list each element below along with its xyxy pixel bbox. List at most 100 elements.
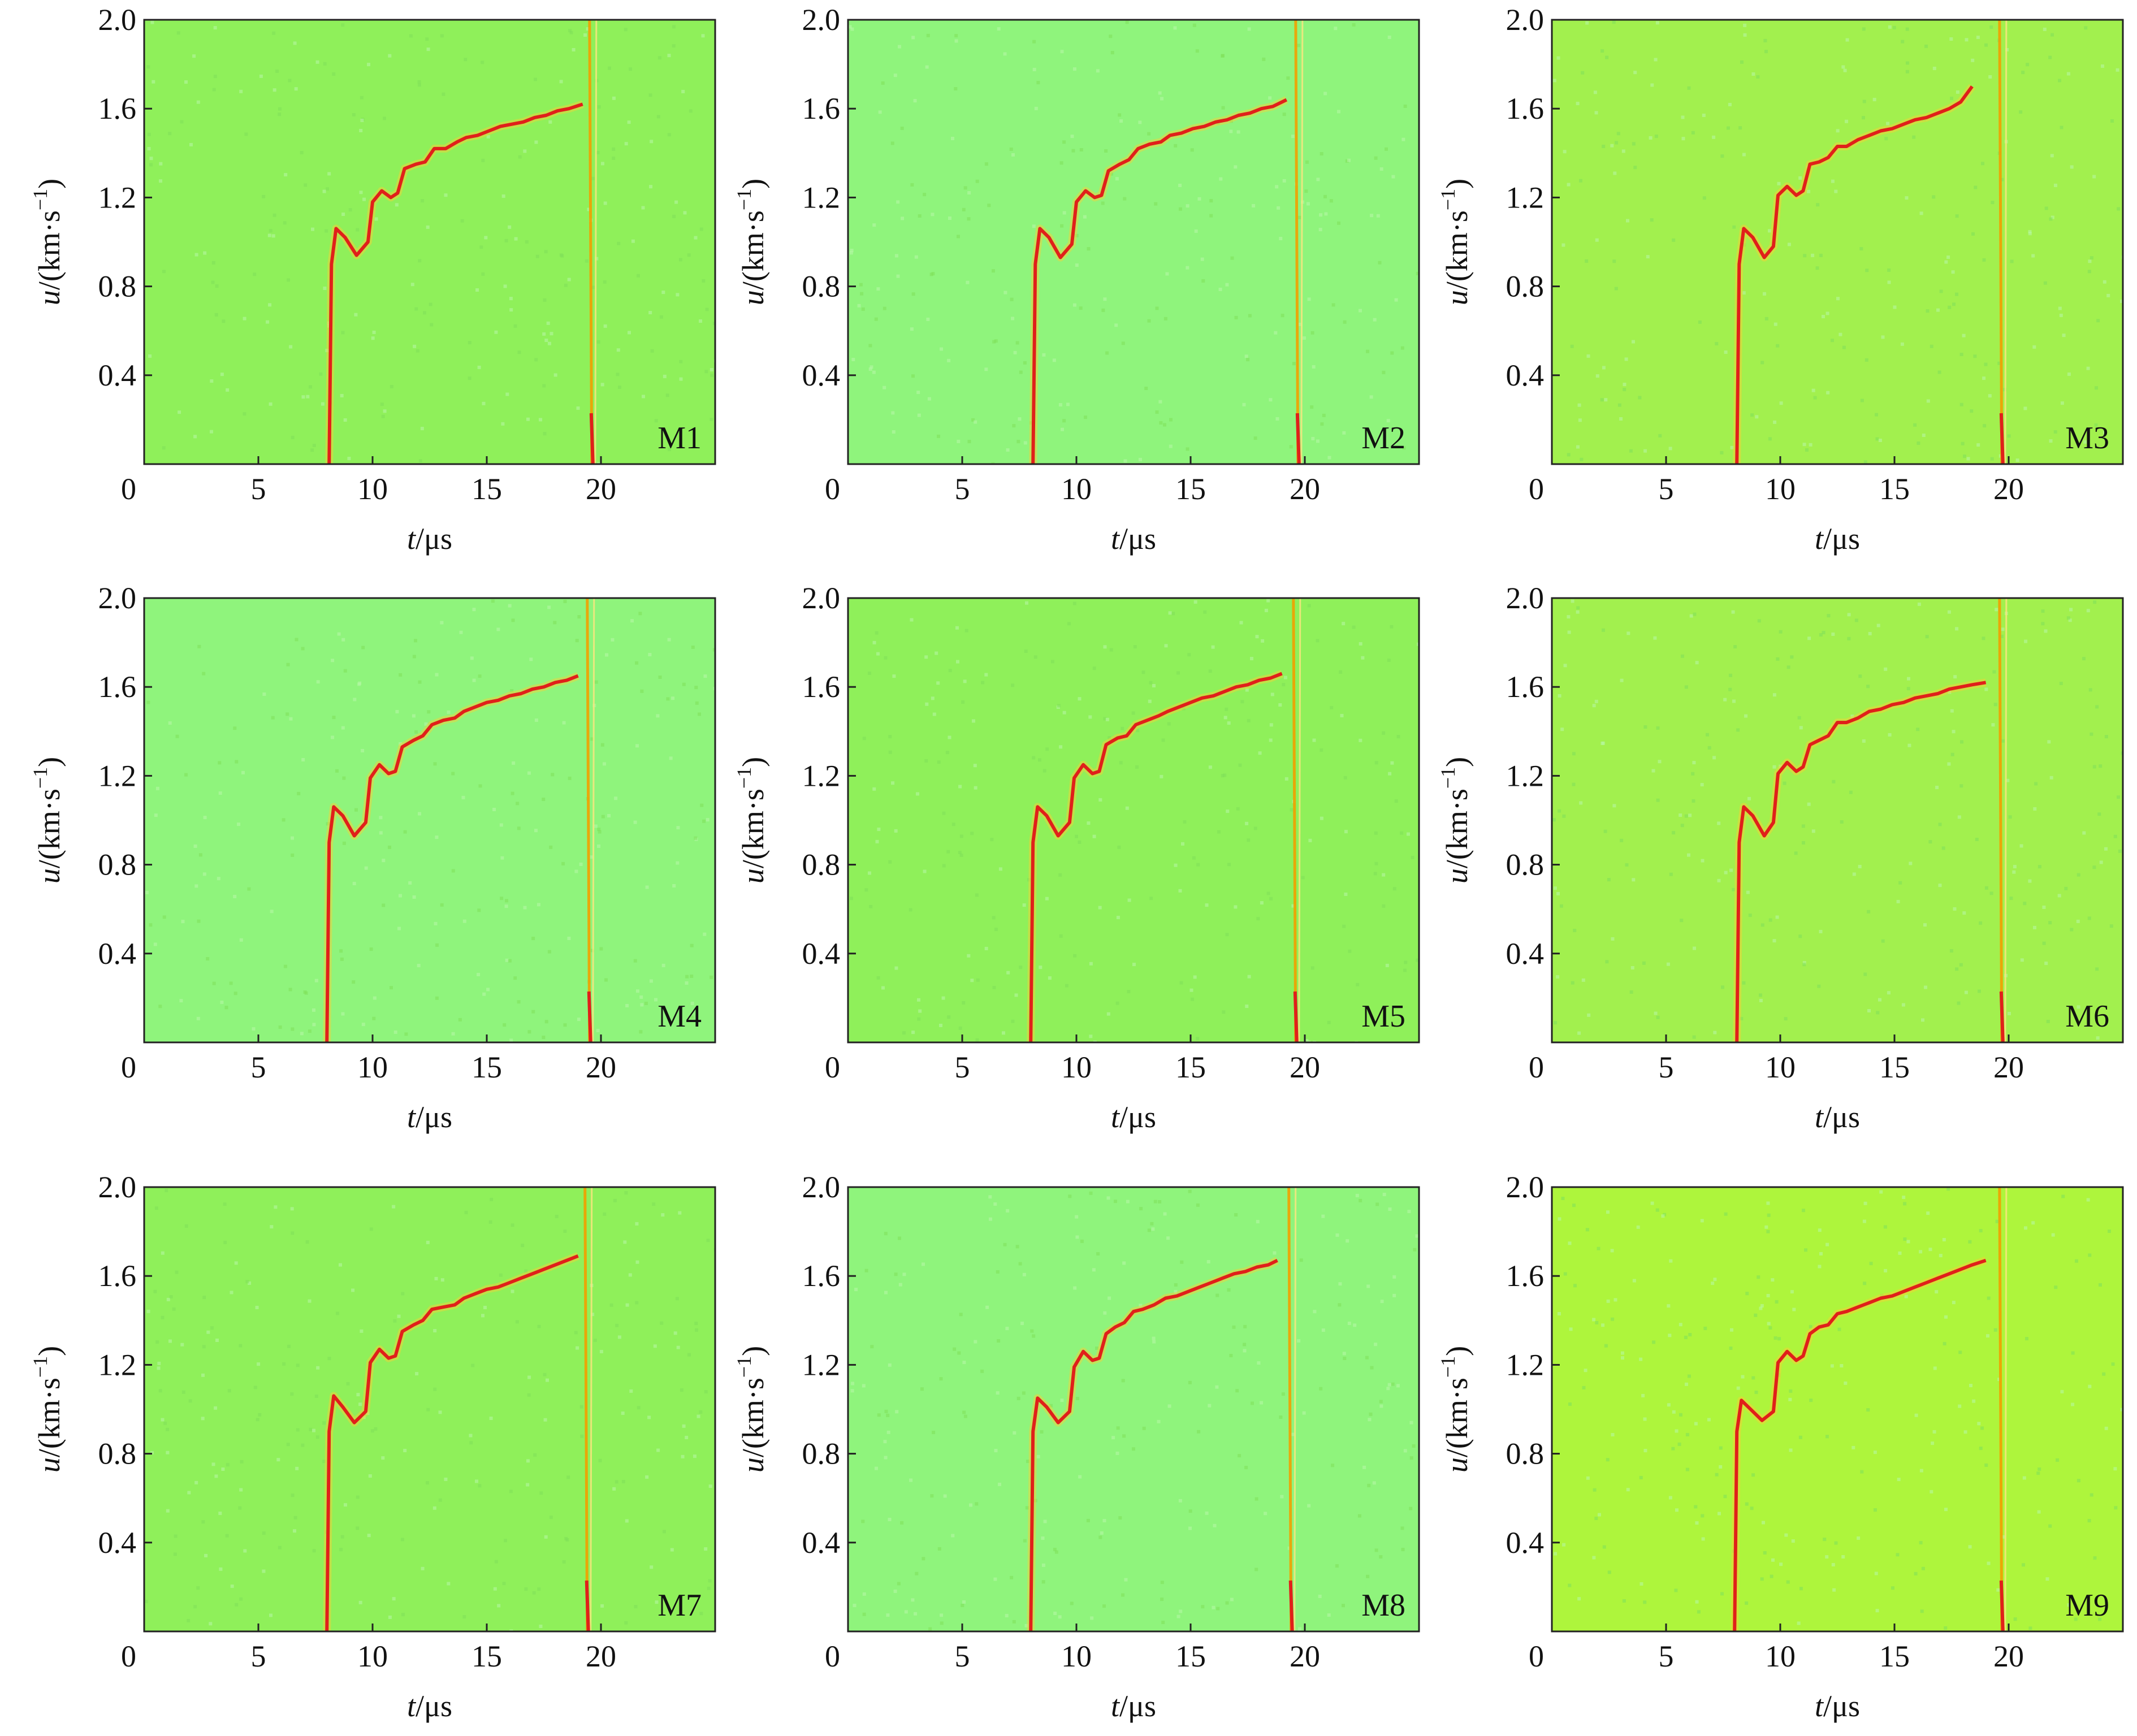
y-axis-unit: /(km·s — [736, 1378, 770, 1457]
noise-dot — [877, 1413, 881, 1417]
noise-dot — [1279, 1415, 1283, 1419]
noise-dot — [346, 1382, 350, 1386]
noise-dot — [1252, 204, 1256, 207]
noise-dot — [512, 761, 516, 765]
noise-dot — [1949, 949, 1953, 953]
noise-dot — [403, 1449, 407, 1452]
panel-background — [848, 20, 1419, 464]
noise-dot — [1878, 439, 1882, 442]
noise-dot — [315, 1435, 319, 1439]
noise-dot — [1400, 346, 1404, 350]
noise-dot — [1147, 1228, 1151, 1232]
noise-dot — [1601, 1323, 1605, 1327]
noise-dot — [1906, 1240, 1910, 1244]
noise-dot — [1316, 439, 1320, 443]
noise-dot — [1339, 670, 1343, 674]
noise-dot — [1208, 1404, 1212, 1408]
x-axis-label: t/μs — [1111, 1689, 1156, 1723]
noise-dot — [575, 639, 579, 643]
noise-dot — [850, 1389, 854, 1393]
noise-dot — [970, 979, 974, 982]
noise-dot — [418, 259, 422, 263]
y-axis-unit: /(km·s — [32, 789, 66, 868]
noise-dot — [654, 998, 657, 1002]
noise-dot — [2008, 1012, 2011, 1015]
noise-dot — [278, 112, 282, 116]
noise-dot — [2049, 776, 2053, 780]
noise-dot — [1152, 684, 1156, 687]
noise-dot — [1075, 834, 1078, 838]
noise-dot — [1724, 871, 1728, 875]
x-axis-unit: /μs — [1119, 1100, 1156, 1134]
noise-dot — [1613, 171, 1617, 175]
noise-dot — [1949, 37, 1953, 41]
noise-dot — [1964, 990, 1968, 994]
noise-dot — [1728, 687, 1732, 691]
noise-dot — [230, 1585, 234, 1588]
noise-dot — [1254, 1497, 1258, 1501]
noise-dot — [1121, 1379, 1125, 1383]
noise-dot — [2036, 1471, 2040, 1475]
noise-dot — [1831, 632, 1835, 636]
noise-dot — [533, 1453, 537, 1457]
noise-dot — [1060, 224, 1064, 228]
noise-dot — [1299, 1258, 1303, 1262]
noise-dot — [633, 959, 637, 963]
noise-dot — [1826, 391, 1830, 395]
noise-dot — [1319, 213, 1323, 217]
noise-dot — [1245, 821, 1249, 825]
noise-dot — [984, 673, 988, 677]
noise-dot — [911, 374, 915, 378]
noise-dot — [1335, 1233, 1339, 1237]
noise-dot — [1108, 736, 1111, 740]
noise-dot — [1643, 1417, 1647, 1421]
noise-dot — [201, 1373, 205, 1377]
noise-dot — [1745, 1502, 1749, 1506]
noise-dot — [895, 1410, 899, 1414]
noise-dot — [973, 764, 977, 768]
noise-dot — [1926, 1211, 1930, 1215]
noise-dot — [1717, 821, 1721, 825]
y-axis-variable: u — [1440, 1457, 1474, 1473]
noise-dot — [1236, 807, 1240, 811]
noise-dot — [1342, 1604, 1345, 1608]
release-jump-base — [1295, 413, 1301, 464]
noise-dot — [925, 65, 929, 69]
noise-dot — [1692, 799, 1695, 803]
noise-dot — [1805, 448, 1809, 452]
noise-dot — [1379, 1404, 1383, 1408]
noise-dot — [477, 973, 481, 976]
noise-dot — [851, 1382, 855, 1386]
noise-dot — [1732, 699, 1736, 703]
noise-dot — [1171, 612, 1175, 616]
y-axis-unit-close: ) — [32, 757, 66, 767]
noise-dot — [1617, 403, 1621, 407]
noise-dot — [1149, 897, 1153, 901]
noise-dot — [481, 158, 485, 162]
noise-dot — [1990, 457, 1994, 461]
noise-dot — [1876, 1011, 1880, 1015]
noise-dot — [489, 1417, 493, 1420]
noise-dot — [1995, 1219, 1999, 1223]
noise-dot — [233, 726, 237, 730]
noise-dot — [1838, 332, 1842, 336]
noise-dot — [1957, 815, 1961, 819]
noise-dot — [161, 1418, 165, 1422]
noise-dot — [511, 791, 514, 795]
noise-dot — [1155, 410, 1159, 414]
noise-dot — [412, 714, 416, 718]
noise-dot — [1724, 350, 1728, 354]
noise-dot — [237, 822, 240, 826]
noise-dot — [974, 786, 977, 790]
noise-dot — [967, 440, 971, 444]
noise-dot — [605, 653, 608, 657]
x-axis-unit: /μs — [416, 1100, 452, 1134]
noise-dot — [1053, 1612, 1057, 1615]
noise-dot — [932, 712, 936, 716]
noise-dot — [539, 1625, 543, 1628]
noise-dot — [888, 1363, 892, 1367]
noise-dot — [288, 79, 292, 83]
noise-dot — [337, 632, 341, 636]
noise-dot — [1274, 331, 1278, 335]
noise-dot — [627, 120, 631, 124]
